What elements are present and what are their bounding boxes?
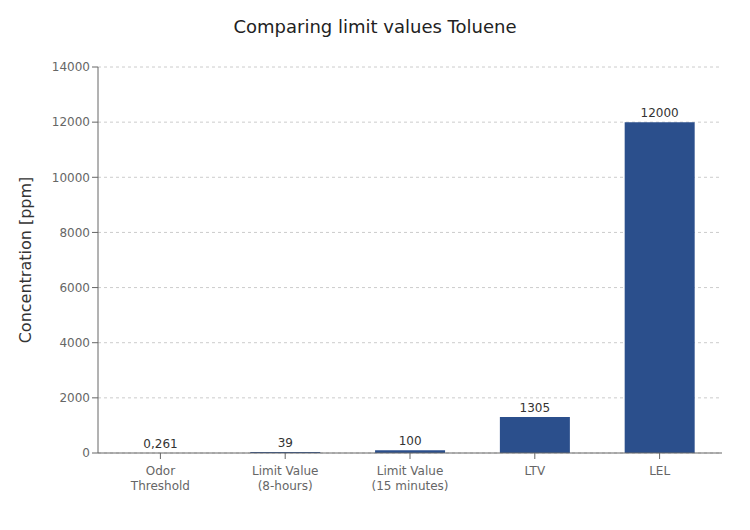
svg-text:Concentration [ppm]: Concentration [ppm] bbox=[16, 177, 35, 344]
svg-text:6000: 6000 bbox=[59, 281, 90, 295]
svg-text:LEL: LEL bbox=[649, 464, 670, 478]
svg-text:12000: 12000 bbox=[641, 106, 679, 120]
svg-text:LTV: LTV bbox=[525, 464, 546, 478]
svg-text:10000: 10000 bbox=[52, 171, 90, 185]
svg-text:0: 0 bbox=[82, 446, 90, 460]
svg-text:OdorThreshold: OdorThreshold bbox=[130, 464, 190, 493]
svg-text:8000: 8000 bbox=[59, 226, 90, 240]
svg-text:39: 39 bbox=[278, 436, 293, 450]
svg-text:4000: 4000 bbox=[59, 336, 90, 350]
svg-text:Limit Value(15 minutes): Limit Value(15 minutes) bbox=[371, 464, 448, 493]
svg-text:100: 100 bbox=[399, 434, 422, 448]
svg-text:0,261: 0,261 bbox=[143, 437, 177, 451]
svg-text:Limit Value(8-hours): Limit Value(8-hours) bbox=[252, 464, 319, 493]
svg-text:2000: 2000 bbox=[59, 391, 90, 405]
svg-text:12000: 12000 bbox=[52, 115, 90, 129]
html-text:Comparing limit values Toluene: Comparing limit values Toluene bbox=[233, 16, 517, 37]
svg-text:1305: 1305 bbox=[520, 401, 551, 415]
svg-text:14000: 14000 bbox=[52, 60, 90, 74]
